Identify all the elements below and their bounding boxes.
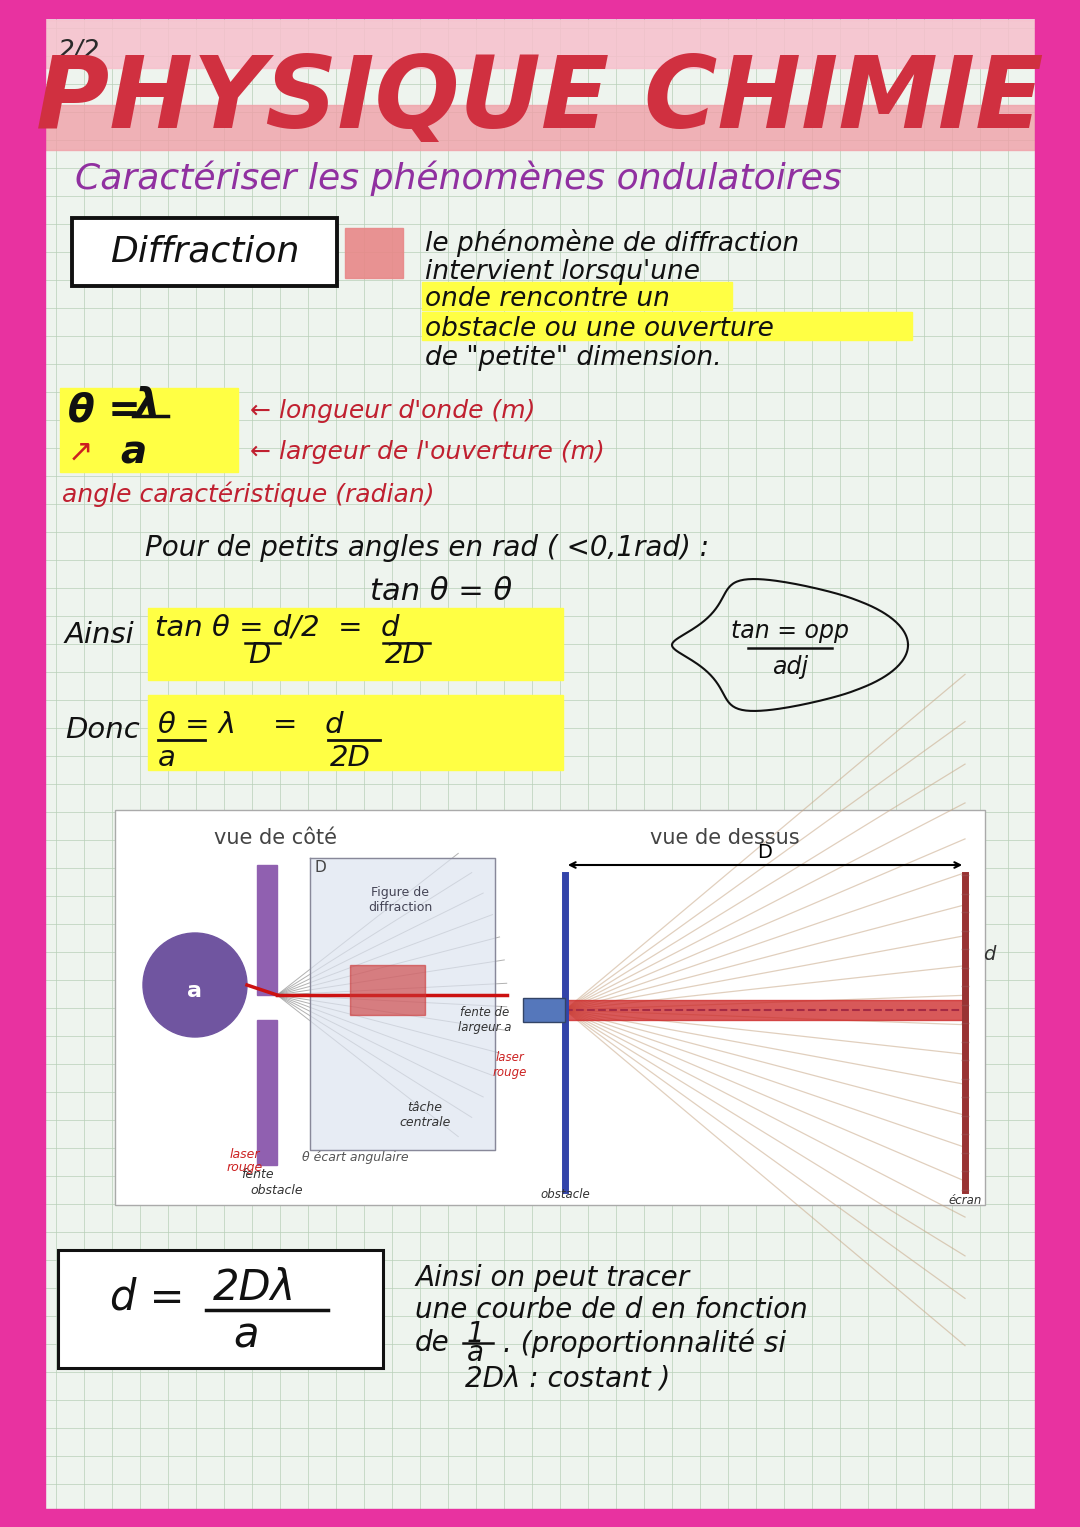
Text: θ écart angulaire: θ écart angulaire: [301, 1151, 408, 1165]
Bar: [58, 1251, 383, 1368]
Text: angle caractéristique (radian): angle caractéristique (radian): [62, 481, 434, 507]
Text: Donc: Donc: [65, 716, 139, 744]
Text: D: D: [248, 641, 270, 669]
Text: intervient lorsqu'une: intervient lorsqu'une: [426, 260, 700, 286]
Text: laser
rouge: laser rouge: [492, 1051, 527, 1080]
Bar: [345, 228, 403, 278]
Bar: [148, 608, 563, 680]
Text: 2Dλ: 2Dλ: [213, 1267, 296, 1309]
Bar: [422, 312, 912, 341]
Text: Ainsi: Ainsi: [65, 621, 135, 649]
Circle shape: [143, 933, 247, 1037]
Text: a: a: [158, 744, 176, 773]
Text: adj: adj: [772, 655, 808, 680]
Bar: [0, 0, 1080, 18]
Bar: [45, 105, 1035, 150]
Text: a: a: [188, 980, 203, 1002]
Text: θ =: θ =: [68, 392, 140, 431]
Text: a: a: [233, 1315, 258, 1356]
Text: obstacle: obstacle: [251, 1183, 303, 1197]
Text: Caractériser les phénomènes ondulatoires: Caractériser les phénomènes ondulatoires: [75, 160, 841, 195]
Bar: [257, 864, 276, 996]
Text: laser: laser: [230, 1148, 260, 1162]
Text: une courbe de d en fonction: une courbe de d en fonction: [415, 1296, 808, 1324]
Text: 2D: 2D: [330, 744, 370, 773]
Text: 2/2: 2/2: [58, 40, 100, 66]
Bar: [60, 431, 238, 472]
Bar: [0, 1509, 1080, 1527]
Text: de: de: [415, 1328, 449, 1358]
Text: de "petite" dimension.: de "petite" dimension.: [426, 345, 721, 371]
Text: le phénomène de diffraction: le phénomène de diffraction: [426, 229, 799, 257]
Text: ← largeur de l'ouverture (m): ← largeur de l'ouverture (m): [249, 440, 605, 464]
Text: 1: 1: [467, 1319, 485, 1348]
Text: vue de côté: vue de côté: [214, 828, 337, 847]
Text: 2D: 2D: [384, 641, 426, 669]
Text: λ: λ: [135, 386, 161, 426]
Polygon shape: [310, 858, 495, 1150]
Polygon shape: [565, 1000, 966, 1020]
Bar: [148, 695, 563, 770]
Text: D: D: [315, 861, 327, 875]
Text: tan θ = d/2  =  d: tan θ = d/2 = d: [156, 614, 400, 641]
Bar: [72, 218, 337, 286]
Text: onde rencontre un: onde rencontre un: [426, 286, 670, 312]
Text: ↗: ↗: [68, 438, 94, 467]
Text: tâche
centrale: tâche centrale: [400, 1101, 450, 1128]
Text: fente de
largeur a: fente de largeur a: [458, 1006, 512, 1034]
Text: tan θ = θ: tan θ = θ: [370, 577, 512, 606]
Text: ← longueur d'onde (m): ← longueur d'onde (m): [249, 399, 536, 423]
Bar: [114, 809, 985, 1205]
Bar: [350, 965, 426, 1015]
Text: Diffraction: Diffraction: [110, 235, 299, 269]
Text: écran: écran: [948, 1194, 982, 1206]
Text: a: a: [467, 1339, 484, 1367]
Text: d: d: [983, 945, 996, 965]
Text: obstacle: obstacle: [540, 1188, 590, 1202]
Bar: [257, 1020, 276, 1165]
Text: 2Dλ : costant ): 2Dλ : costant ): [465, 1364, 671, 1393]
Text: . (proportionnalité si: . (proportionnalité si: [503, 1328, 786, 1358]
Bar: [0, 0, 45, 1527]
Bar: [45, 20, 1035, 69]
Text: Ainsi on peut tracer: Ainsi on peut tracer: [415, 1264, 689, 1292]
Bar: [422, 282, 732, 310]
Text: PHYSIQUE CHIMIE: PHYSIQUE CHIMIE: [37, 52, 1043, 148]
Text: θ = λ    =   d: θ = λ = d: [158, 712, 343, 739]
Text: Figure de
diffraction: Figure de diffraction: [368, 886, 432, 915]
Bar: [523, 999, 565, 1022]
Text: a: a: [120, 434, 146, 470]
Text: Pour de petits angles en rad ( <0,1rad) :: Pour de petits angles en rad ( <0,1rad) …: [145, 534, 710, 562]
Text: obstacle ou une ouverture: obstacle ou une ouverture: [426, 316, 774, 342]
Text: d =: d =: [110, 1277, 185, 1319]
Bar: [60, 388, 238, 431]
Text: rouge: rouge: [227, 1162, 264, 1174]
Text: fente: fente: [241, 1168, 273, 1182]
Bar: [1035, 0, 1080, 1527]
Text: tan = opp: tan = opp: [731, 618, 849, 643]
Text: D: D: [757, 843, 772, 861]
Text: vue de dessus: vue de dessus: [650, 828, 800, 847]
